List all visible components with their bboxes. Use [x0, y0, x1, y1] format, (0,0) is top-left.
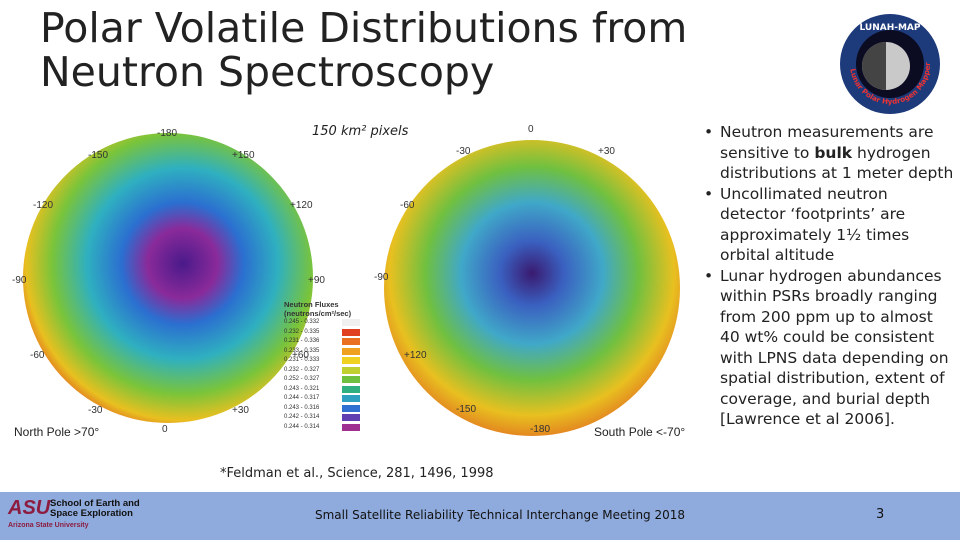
legend-row: 0.232 - 0.335 — [284, 328, 364, 338]
legend-row: 0.233 - 0.335 — [284, 347, 364, 357]
school-line-1: School of Earth and — [50, 498, 140, 509]
south-pole-label: South Pole <-70° — [594, 425, 686, 439]
north-pole-label: North Pole >70° — [14, 425, 100, 439]
south-map-tick: -150 — [456, 404, 477, 415]
north-map-tick: -120 — [33, 200, 54, 211]
meeting-name: Small Satellite Reliability Technical In… — [314, 508, 686, 522]
legend-range: 0.244 - 0.317 — [284, 395, 320, 401]
legend-range: 0.243 - 0.321 — [284, 385, 320, 392]
university-name: Arizona State University — [8, 522, 89, 529]
legend-row: 0.244 - 0.317 — [284, 394, 364, 404]
legend-row: 0.243 - 0.316 — [284, 404, 364, 414]
bullet-text: hydrogen distributions at 1 meter depth — [720, 143, 954, 183]
asu-logo: ASU School of Earth and Space Exploratio… — [8, 497, 148, 537]
bullet-text: Neutron measurements are sensitive to — [720, 123, 934, 162]
legend-range: 0.252 - 0.327 — [284, 376, 320, 382]
south-map-tick: -60 — [400, 200, 415, 211]
north-map-tick: -90 — [12, 275, 27, 286]
legend-range: 0.233 - 0.335 — [284, 347, 320, 354]
north-map-tick: +150 — [232, 150, 255, 161]
citation: *Feldman et al., Science, 281, 1496, 199… — [220, 466, 494, 481]
legend-range: 0.244 - 0.314 — [284, 423, 320, 430]
legend-swatch — [342, 347, 360, 355]
legend-swatch — [342, 357, 360, 364]
legend-range: 0.232 - 0.327 — [284, 366, 320, 373]
bullet-emphasis: bulk — [814, 143, 853, 162]
legend-swatch — [342, 376, 360, 383]
legend-range: 0.232 - 0.335 — [284, 328, 320, 335]
legend-row: 0.231 - 0.333 — [284, 356, 364, 366]
bullet: Uncollimated neutron detector ‘footprint… — [698, 184, 956, 266]
legend-swatch — [342, 385, 360, 393]
legend-row: 0.231 - 0.336 — [284, 337, 364, 347]
south-map-tick: +120 — [404, 350, 427, 361]
south-map-tick: +30 — [598, 146, 615, 157]
legend-swatch — [342, 414, 360, 421]
bullet-list: Neutron measurements are sensitive to bu… — [698, 122, 956, 430]
south-pole-map — [384, 140, 680, 436]
north-map-tick: +120 — [290, 200, 313, 211]
mission-logo: LUNAH-MAP Lunar Polar Hydrogen Mapper — [840, 14, 940, 114]
legend-range: 0.245 - 0.332 — [284, 319, 320, 325]
bullet: Neutron measurements are sensitive to bu… — [698, 122, 956, 184]
asu-mark: ASU — [8, 497, 51, 519]
footer-bar — [0, 492, 960, 540]
north-map-tick: +60 — [292, 350, 309, 361]
south-map-tick: 0 — [528, 124, 534, 135]
school-line-2: Space Exploration — [50, 508, 133, 519]
legend-range: 0.231 - 0.336 — [284, 338, 320, 344]
north-map-tick: +90 — [308, 275, 325, 286]
south-map-tick: -180 — [530, 424, 551, 435]
polar-maps — [23, 133, 680, 436]
legend-range: 0.231 - 0.333 — [284, 357, 320, 363]
south-map-tick: -90 — [374, 272, 389, 283]
north-map-tick: -60 — [30, 350, 45, 361]
logo-moon-shadow — [862, 42, 886, 90]
bullet-text: Uncollimated neutron detector ‘footprint… — [720, 184, 910, 265]
legend-swatch — [342, 338, 360, 345]
slide-title: Polar Volatile Distributions from Neutro… — [40, 4, 688, 96]
logo-title: LUNAH-MAP — [859, 23, 920, 33]
bullet-text: Lunar hydrogen abundances within PSRs br… — [720, 266, 949, 429]
school-name: School of Earth and Space Exploration — [50, 499, 140, 519]
north-map-tick: -150 — [88, 150, 109, 161]
legend-swatch — [342, 404, 360, 412]
north-map-tick: -30 — [88, 405, 103, 416]
bullet: Lunar hydrogen abundances within PSRs br… — [698, 266, 956, 430]
legend-range: 0.243 - 0.316 — [284, 404, 320, 411]
legend-row: 0.244 - 0.314 — [284, 423, 364, 433]
legend-row: 0.242 - 0.314 — [284, 413, 364, 423]
flux-legend: Neutron Fluxes (neutrons/cm²/sec) 0.245 … — [284, 300, 364, 432]
north-map-tick: -180 — [157, 128, 178, 139]
figure-caption: 150 km² pixels — [312, 124, 409, 139]
legend-swatch — [342, 366, 360, 374]
north-map-tick: 0 — [162, 424, 168, 435]
legend-swatch — [342, 319, 360, 326]
legend-swatch — [342, 395, 360, 402]
legend-title: Neutron Fluxes (neutrons/cm²/sec) — [284, 300, 352, 318]
legend-row: 0.245 - 0.332 — [284, 318, 364, 328]
north-map-tick: +30 — [232, 405, 249, 416]
legend-row: 0.243 - 0.321 — [284, 385, 364, 395]
legend-range: 0.242 - 0.314 — [284, 414, 320, 420]
page-number: 3 — [876, 507, 885, 522]
legend-row: 0.232 - 0.327 — [284, 366, 364, 376]
north-pole-map — [23, 133, 313, 423]
legend-swatch — [342, 423, 360, 431]
legend-swatch — [342, 328, 360, 336]
south-map-tick: -30 — [456, 146, 471, 157]
legend-row: 0.252 - 0.327 — [284, 375, 364, 385]
